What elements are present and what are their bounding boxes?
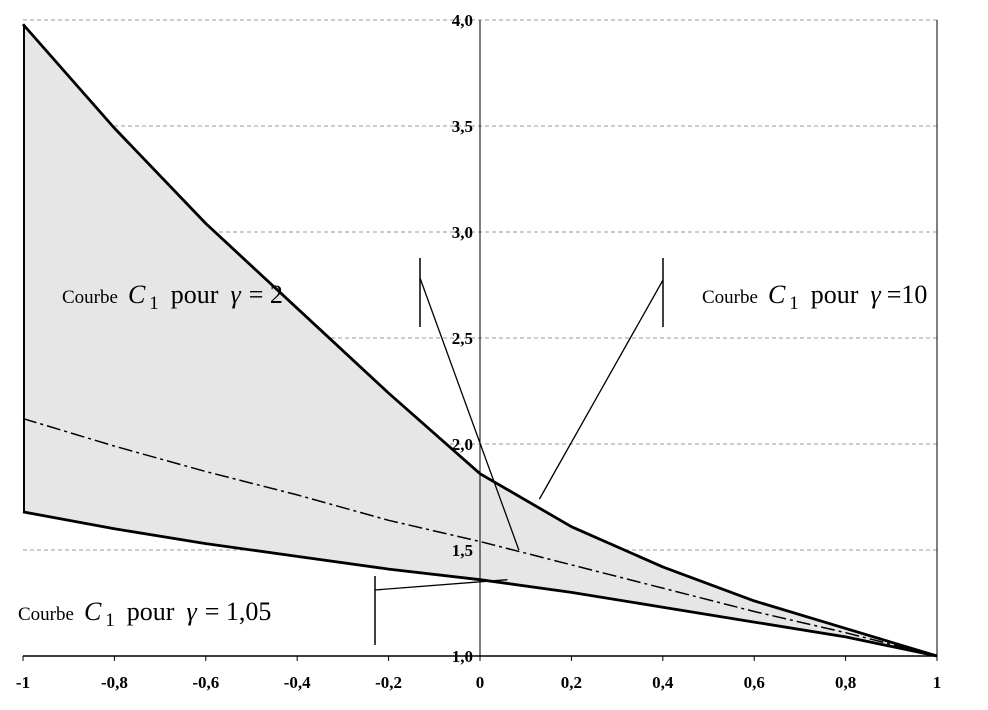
annotation-gamma-10-symbol: C (768, 280, 786, 309)
y-tick-label: 2,5 (452, 329, 473, 348)
shaded-area (23, 24, 937, 657)
y-tick-label: 3,0 (452, 223, 473, 242)
axes (22, 20, 938, 661)
annotation-gamma-2-symbol: C (128, 280, 146, 309)
y-tick-label: 3,5 (452, 117, 473, 136)
annotation-gamma-10-prefix: Courbe (702, 287, 758, 308)
svg-text:Courbe C 1 p: Courbe C 1 pour γ = 1,05 (18, 597, 271, 631)
annotation-gamma-1-05-leader (374, 579, 508, 591)
shaded-region (23, 24, 937, 657)
x-tick-label: -0,4 (284, 673, 311, 692)
y-tick-label: 1,5 (452, 541, 473, 560)
annotation-gamma-1-05: Courbe C 1 pour γ = 1,05 (18, 576, 508, 645)
annotation-gamma-2-word: pour (171, 280, 219, 309)
svg-text:Courbe C 1 p: Courbe C 1 pour γ =10 (702, 280, 927, 314)
x-tick-label: 0 (476, 673, 485, 692)
annotation-gamma-1-05-symbol: C (84, 597, 102, 626)
x-tick-label: 0,6 (744, 673, 765, 692)
y-tick-label: 1,0 (452, 647, 473, 666)
x-tick-label: -0,8 (101, 673, 128, 692)
annotation-gamma-2-value: = 2 (249, 280, 283, 309)
svg-text:Courbe C 1 p: Courbe C 1 pour γ = 2 (62, 280, 283, 314)
y-tick-label: 2,0 (452, 435, 473, 454)
x-tick-label: -0,2 (375, 673, 402, 692)
annotation-gamma-1-05-value: = 1,05 (205, 597, 272, 626)
annotation-gamma-10-word: pour (811, 280, 859, 309)
x-tick-label: -1 (16, 673, 30, 692)
annotation-gamma-2: Courbe C 1 pour γ = 2 (62, 258, 520, 551)
annotation-gamma-2-subscript: 1 (149, 293, 159, 314)
annotation-gamma-1-05-prefix: Courbe (18, 604, 74, 625)
y-tick-label: 4,0 (452, 11, 473, 30)
x-tick-label: 0,4 (652, 673, 674, 692)
x-tick-label: 0,2 (561, 673, 582, 692)
annotation-gamma-1-05-greek: γ (186, 597, 197, 626)
x-tick-labels: -1 -0,8 -0,6 -0,4 -0,2 0 0,2 0,4 0,6 0,8 1 (16, 673, 941, 692)
annotation-gamma-10-leader (538, 279, 664, 500)
annotation-gamma-10-value: =10 (887, 280, 928, 309)
annotation-gamma-2-leader (419, 277, 520, 551)
annotation-gamma-1-05-word: pour (127, 597, 175, 626)
annotation-gamma-2-greek: γ (230, 280, 241, 309)
annotation-gamma-1-05-subscript: 1 (105, 610, 115, 631)
y-tick-labels: 1,0 1,5 2,0 2,5 3,0 3,5 4,0 (452, 11, 473, 666)
x-tick-label: 0,8 (835, 673, 856, 692)
annotation-gamma-10-subscript: 1 (789, 293, 799, 314)
x-tick-label: 1 (933, 673, 942, 692)
annotation-gamma-2-prefix: Courbe (62, 287, 118, 308)
x-tick-label: -0,6 (192, 673, 219, 692)
series-line-1 (22, 417, 938, 657)
annotation-gamma-10: Courbe C 1 pour γ =10 (538, 258, 927, 500)
annotation-gamma-10-greek: γ (870, 280, 881, 309)
